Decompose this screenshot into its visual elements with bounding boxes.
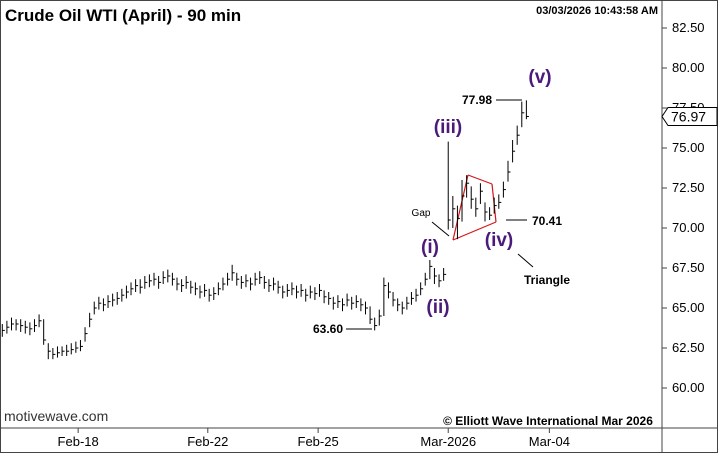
watermark: motivewave.com xyxy=(4,408,108,424)
last-price-tag xyxy=(661,106,718,126)
y-tick-label: 65.00 xyxy=(672,300,705,315)
x-tick-label: Mar-04 xyxy=(529,434,570,449)
x-tick-label: Mar-2026 xyxy=(420,434,476,449)
low-label: 63.60 xyxy=(313,322,343,336)
y-tick-label: 82.50 xyxy=(672,20,705,35)
gap-label: Gap xyxy=(412,208,431,219)
triangle-label: Triangle xyxy=(524,273,570,287)
x-tick-label: Feb-22 xyxy=(187,434,228,449)
y-tick-label: 62.50 xyxy=(672,340,705,355)
wave-label: (iii) xyxy=(434,117,463,138)
leader-line xyxy=(517,253,534,268)
annotations: 63.60 77.98 70.41 (i) (ii) (iii) (iv) (v… xyxy=(313,67,570,336)
y-tick-label: 70.00 xyxy=(672,220,705,235)
copyright: © Elliott Wave International Mar 2026 xyxy=(443,414,653,428)
wave-label: (iv) xyxy=(485,230,514,251)
y-tick-label: 80.00 xyxy=(672,60,705,75)
triangle-line xyxy=(452,174,469,241)
y-tick-label: 75.00 xyxy=(672,140,705,155)
y-tick-label: 72.50 xyxy=(672,180,705,195)
leader-line xyxy=(431,221,450,237)
wave-iv-low-label: 70.41 xyxy=(532,214,562,228)
timestamp: 03/03/2026 10:43:58 AM xyxy=(536,5,658,17)
wave-label: (ii) xyxy=(426,297,449,318)
y-tick-label: 67.50 xyxy=(672,260,705,275)
last-price-label: 76.97 xyxy=(671,108,706,124)
x-tick-label: Feb-25 xyxy=(298,434,339,449)
chart-title: Crude Oil WTI (April) - 90 min xyxy=(5,6,241,25)
y-tick-label: 60.00 xyxy=(672,380,705,395)
wave-label: (v) xyxy=(528,67,551,88)
high-label: 77.98 xyxy=(462,93,492,107)
triangle-line xyxy=(467,174,493,185)
triangle-line xyxy=(452,221,497,241)
x-tick-label: Feb-18 xyxy=(58,434,99,449)
wave-label: (i) xyxy=(421,237,439,258)
